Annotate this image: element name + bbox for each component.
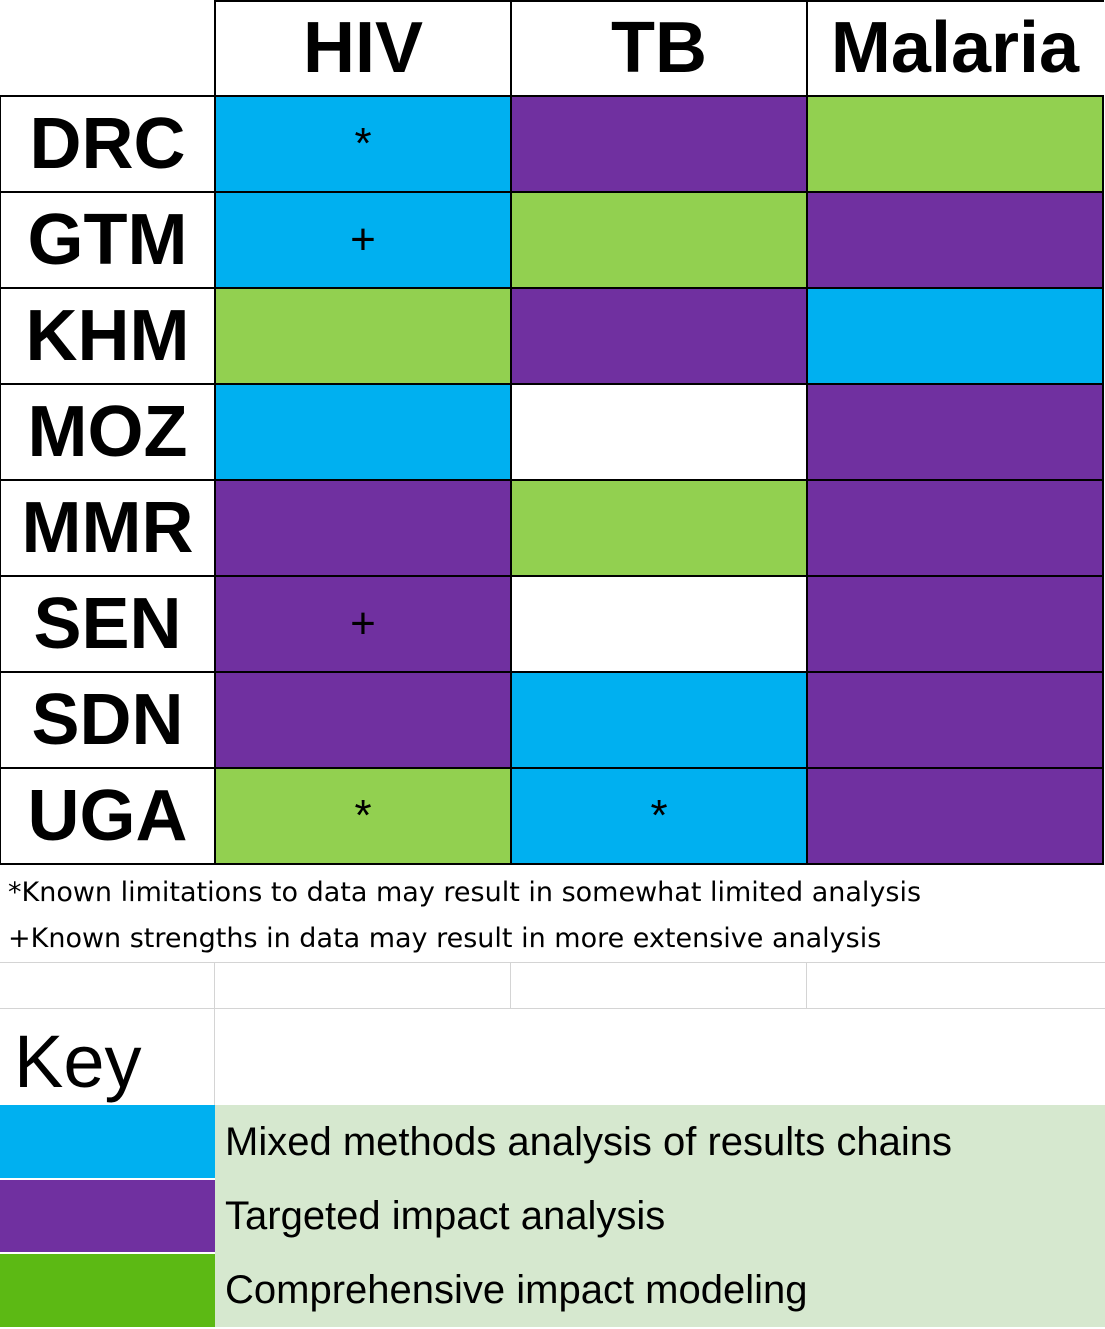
grid-vline-3: [806, 0, 808, 865]
cell-drc-hiv: *: [215, 96, 511, 192]
country-disease-matrix: HIV TB Malaria DRC * GTM + KHM MOZ MMR SEN + SDN UGA *…: [0, 0, 1104, 865]
data-quality-mark: +: [350, 215, 376, 264]
legend-item-targeted: Targeted impact analysis: [0, 1179, 1105, 1253]
data-quality-mark: *: [650, 791, 668, 840]
row-label-moz: MOZ: [0, 384, 215, 480]
legend-item-mixed: Mixed methods analysis of results chains: [0, 1105, 1105, 1179]
grid-hline-2: [0, 191, 1104, 193]
column-header-hiv: HIV: [215, 0, 511, 96]
legend-swatch-targeted: [0, 1179, 215, 1253]
data-quality-mark: *: [354, 791, 372, 840]
cell-drc-malaria: [807, 96, 1103, 192]
cell-mmr-tb: [511, 480, 807, 576]
cell-sdn-hiv: [215, 672, 511, 768]
grid-hline-5: [0, 479, 1104, 481]
row-label-sdn: SDN: [0, 672, 215, 768]
legend-swatch-mixed: [0, 1105, 215, 1179]
empty-row-bottom-line: [0, 1008, 1105, 1009]
row-label-drc: DRC: [0, 96, 215, 192]
legend-label-targeted: Targeted impact analysis: [215, 1179, 1105, 1253]
cell-uga-malaria: [807, 768, 1103, 864]
cell-khm-malaria: [807, 288, 1103, 384]
note-limitations: *Known limitations to data may result in…: [8, 877, 922, 908]
cell-sen-tb: [511, 576, 807, 672]
row-label-uga: UGA: [0, 768, 215, 864]
cell-moz-hiv: [215, 384, 511, 480]
empty-row-top-line: [0, 962, 1105, 963]
cell-mmr-malaria: [807, 480, 1103, 576]
column-header-malaria: Malaria: [807, 0, 1103, 96]
grid-hline-8: [0, 767, 1104, 769]
data-quality-mark: +: [350, 599, 376, 648]
footnotes: *Known limitations to data may result in…: [8, 870, 1098, 962]
cell-drc-tb: [511, 96, 807, 192]
cell-uga-tb: *: [511, 768, 807, 864]
cell-gtm-hiv: +: [215, 192, 511, 288]
column-header-tb: TB: [511, 0, 807, 96]
row-label-sen: SEN: [0, 576, 215, 672]
legend-separator-0: [0, 1178, 215, 1180]
grid-hline-4: [0, 383, 1104, 385]
empty-row-divider-1: [214, 962, 215, 1106]
cell-gtm-tb: [511, 192, 807, 288]
grid-hline-6: [0, 575, 1104, 577]
grid-vline-2: [510, 0, 512, 865]
cell-mmr-hiv: [215, 480, 511, 576]
row-label-mmr: MMR: [0, 480, 215, 576]
cell-khm-hiv: [215, 288, 511, 384]
legend-swatch-comprehensive: [0, 1253, 215, 1327]
cell-sdn-malaria: [807, 672, 1103, 768]
cell-gtm-malaria: [807, 192, 1103, 288]
grid-hline-0: [215, 0, 1104, 2]
cell-moz-malaria: [807, 384, 1103, 480]
grid-hline-1: [0, 95, 1104, 97]
grid-hline-9: [0, 863, 1104, 865]
cell-sen-hiv: +: [215, 576, 511, 672]
grid-vline-1: [214, 0, 216, 865]
cell-sen-malaria: [807, 576, 1103, 672]
legend-label-comprehensive: Comprehensive impact modeling: [215, 1253, 1105, 1327]
cell-moz-tb: [511, 384, 807, 480]
cell-uga-hiv: *: [215, 768, 511, 864]
key-title: Key: [14, 1020, 142, 1103]
legend-label-mixed: Mixed methods analysis of results chains: [215, 1105, 1105, 1179]
header-corner: [0, 0, 215, 96]
row-label-khm: KHM: [0, 288, 215, 384]
data-quality-mark: *: [354, 119, 372, 168]
cell-khm-tb: [511, 288, 807, 384]
grid-hline-7: [0, 671, 1104, 673]
empty-row-divider-2: [510, 962, 511, 1009]
grid-hline-3: [0, 287, 1104, 289]
note-strengths: +Known strengths in data may result in m…: [8, 923, 882, 954]
legend-item-comprehensive: Comprehensive impact modeling: [0, 1253, 1105, 1327]
row-label-gtm: GTM: [0, 192, 215, 288]
cell-sdn-tb: [511, 672, 807, 768]
legend-separator-1: [0, 1252, 215, 1254]
empty-row-divider-3: [806, 962, 807, 1009]
